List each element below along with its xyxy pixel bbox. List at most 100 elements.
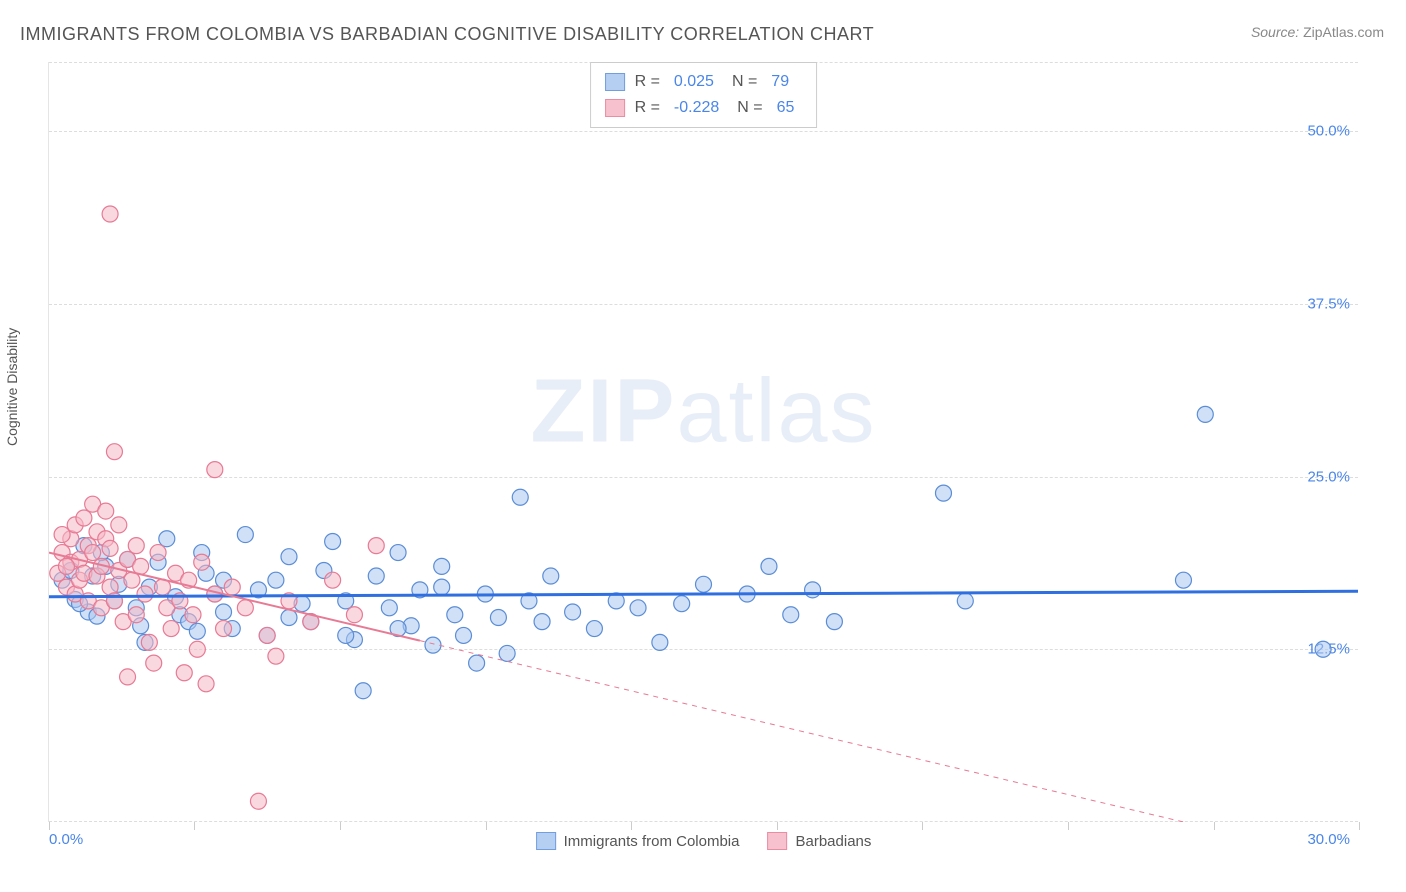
legend-item-colombia: Immigrants from Colombia bbox=[536, 832, 740, 850]
scatter-point-colombia bbox=[355, 683, 371, 699]
scatter-point-barbadians bbox=[207, 462, 223, 478]
scatter-point-colombia bbox=[957, 593, 973, 609]
x-tick-mark bbox=[1359, 822, 1360, 830]
scatter-point-colombia bbox=[534, 614, 550, 630]
stats-r-label: R = bbox=[635, 73, 660, 91]
legend-label-barbadians: Barbadians bbox=[796, 833, 872, 850]
scatter-point-barbadians bbox=[346, 607, 362, 623]
scatter-point-barbadians bbox=[259, 627, 275, 643]
scatter-point-colombia bbox=[499, 645, 515, 661]
scatter-point-barbadians bbox=[111, 517, 127, 533]
x-tick-end: 30.0% bbox=[1307, 831, 1350, 848]
y-axis-label: Cognitive Disability bbox=[4, 328, 20, 446]
scatter-point-barbadians bbox=[58, 558, 74, 574]
scatter-point-barbadians bbox=[120, 669, 136, 685]
scatter-point-colombia bbox=[434, 558, 450, 574]
scatter-point-colombia bbox=[935, 485, 951, 501]
stats-r-label: R = bbox=[635, 99, 660, 117]
scatter-point-barbadians bbox=[137, 586, 153, 602]
bottom-legend: Immigrants from Colombia Barbadians bbox=[536, 832, 872, 850]
scatter-point-colombia bbox=[447, 607, 463, 623]
scatter-point-barbadians bbox=[150, 545, 166, 561]
scatter-point-barbadians bbox=[198, 676, 214, 692]
stats-n-colombia: 79 bbox=[771, 73, 789, 91]
legend-swatch-barbadians bbox=[768, 832, 788, 850]
scatter-point-barbadians bbox=[106, 444, 122, 460]
scatter-point-colombia bbox=[543, 568, 559, 584]
x-tick-mark bbox=[194, 822, 195, 830]
scatter-point-barbadians bbox=[250, 793, 266, 809]
scatter-point-barbadians bbox=[141, 634, 157, 650]
scatter-point-colombia bbox=[159, 531, 175, 547]
stats-r-colombia: 0.025 bbox=[674, 73, 714, 91]
scatter-point-colombia bbox=[586, 621, 602, 637]
scatter-point-colombia bbox=[325, 533, 341, 549]
scatter-point-barbadians bbox=[189, 641, 205, 657]
chart-svg bbox=[49, 62, 1358, 822]
plot-area: ZIPatlas 50.0%37.5%25.0%12.5% R = 0.025 … bbox=[48, 62, 1358, 822]
scatter-point-colombia bbox=[1175, 572, 1191, 588]
legend-label-colombia: Immigrants from Colombia bbox=[564, 833, 740, 850]
scatter-point-colombia bbox=[368, 568, 384, 584]
stats-n-label: N = bbox=[737, 99, 762, 117]
trendline-extrap-barbadians bbox=[420, 641, 1358, 822]
scatter-point-colombia bbox=[281, 549, 297, 565]
scatter-point-barbadians bbox=[368, 538, 384, 554]
scatter-point-colombia bbox=[826, 614, 842, 630]
stats-row-barbadians: R = -0.228 N = 65 bbox=[605, 95, 803, 121]
scatter-point-barbadians bbox=[54, 527, 70, 543]
scatter-point-colombia bbox=[456, 627, 472, 643]
scatter-point-colombia bbox=[630, 600, 646, 616]
scatter-point-barbadians bbox=[76, 510, 92, 526]
scatter-point-barbadians bbox=[128, 538, 144, 554]
scatter-point-colombia bbox=[1315, 641, 1331, 657]
scatter-point-colombia bbox=[805, 582, 821, 598]
source-name: ZipAtlas.com bbox=[1303, 24, 1384, 40]
legend-swatch-colombia bbox=[536, 832, 556, 850]
legend-swatch-colombia bbox=[605, 73, 625, 91]
scatter-point-barbadians bbox=[325, 572, 341, 588]
scatter-point-colombia bbox=[696, 576, 712, 592]
x-tick-mark bbox=[340, 822, 341, 830]
stats-r-barbadians: -0.228 bbox=[674, 99, 719, 117]
scatter-point-barbadians bbox=[194, 554, 210, 570]
x-tick-mark bbox=[49, 822, 50, 830]
scatter-point-barbadians bbox=[102, 540, 118, 556]
stats-n-label: N = bbox=[732, 73, 757, 91]
scatter-point-colombia bbox=[434, 579, 450, 595]
scatter-point-colombia bbox=[469, 655, 485, 671]
scatter-point-colombia bbox=[216, 604, 232, 620]
scatter-point-colombia bbox=[512, 489, 528, 505]
scatter-point-barbadians bbox=[102, 206, 118, 222]
scatter-point-barbadians bbox=[163, 621, 179, 637]
scatter-point-colombia bbox=[674, 596, 690, 612]
scatter-point-colombia bbox=[425, 637, 441, 653]
stats-box: R = 0.025 N = 79 R = -0.228 N = 65 bbox=[590, 62, 818, 128]
scatter-point-colombia bbox=[490, 609, 506, 625]
scatter-point-barbadians bbox=[176, 665, 192, 681]
scatter-point-colombia bbox=[338, 627, 354, 643]
scatter-point-barbadians bbox=[237, 600, 253, 616]
chart-title: IMMIGRANTS FROM COLOMBIA VS BARBADIAN CO… bbox=[20, 24, 874, 45]
scatter-point-colombia bbox=[652, 634, 668, 650]
source-attribution: Source: ZipAtlas.com bbox=[1251, 24, 1384, 40]
scatter-point-barbadians bbox=[85, 545, 101, 561]
legend-item-barbadians: Barbadians bbox=[768, 832, 872, 850]
x-tick-mark bbox=[922, 822, 923, 830]
scatter-point-barbadians bbox=[268, 648, 284, 664]
stats-row-colombia: R = 0.025 N = 79 bbox=[605, 69, 803, 95]
scatter-point-colombia bbox=[237, 527, 253, 543]
scatter-point-barbadians bbox=[146, 655, 162, 671]
scatter-point-colombia bbox=[189, 623, 205, 639]
scatter-point-colombia bbox=[783, 607, 799, 623]
scatter-point-colombia bbox=[390, 545, 406, 561]
x-tick-mark bbox=[777, 822, 778, 830]
scatter-point-barbadians bbox=[98, 503, 114, 519]
scatter-point-barbadians bbox=[224, 579, 240, 595]
scatter-point-barbadians bbox=[216, 621, 232, 637]
scatter-point-colombia bbox=[381, 600, 397, 616]
x-tick-mark bbox=[1068, 822, 1069, 830]
scatter-point-barbadians bbox=[185, 607, 201, 623]
x-tick-mark bbox=[631, 822, 632, 830]
scatter-point-colombia bbox=[1197, 406, 1213, 422]
